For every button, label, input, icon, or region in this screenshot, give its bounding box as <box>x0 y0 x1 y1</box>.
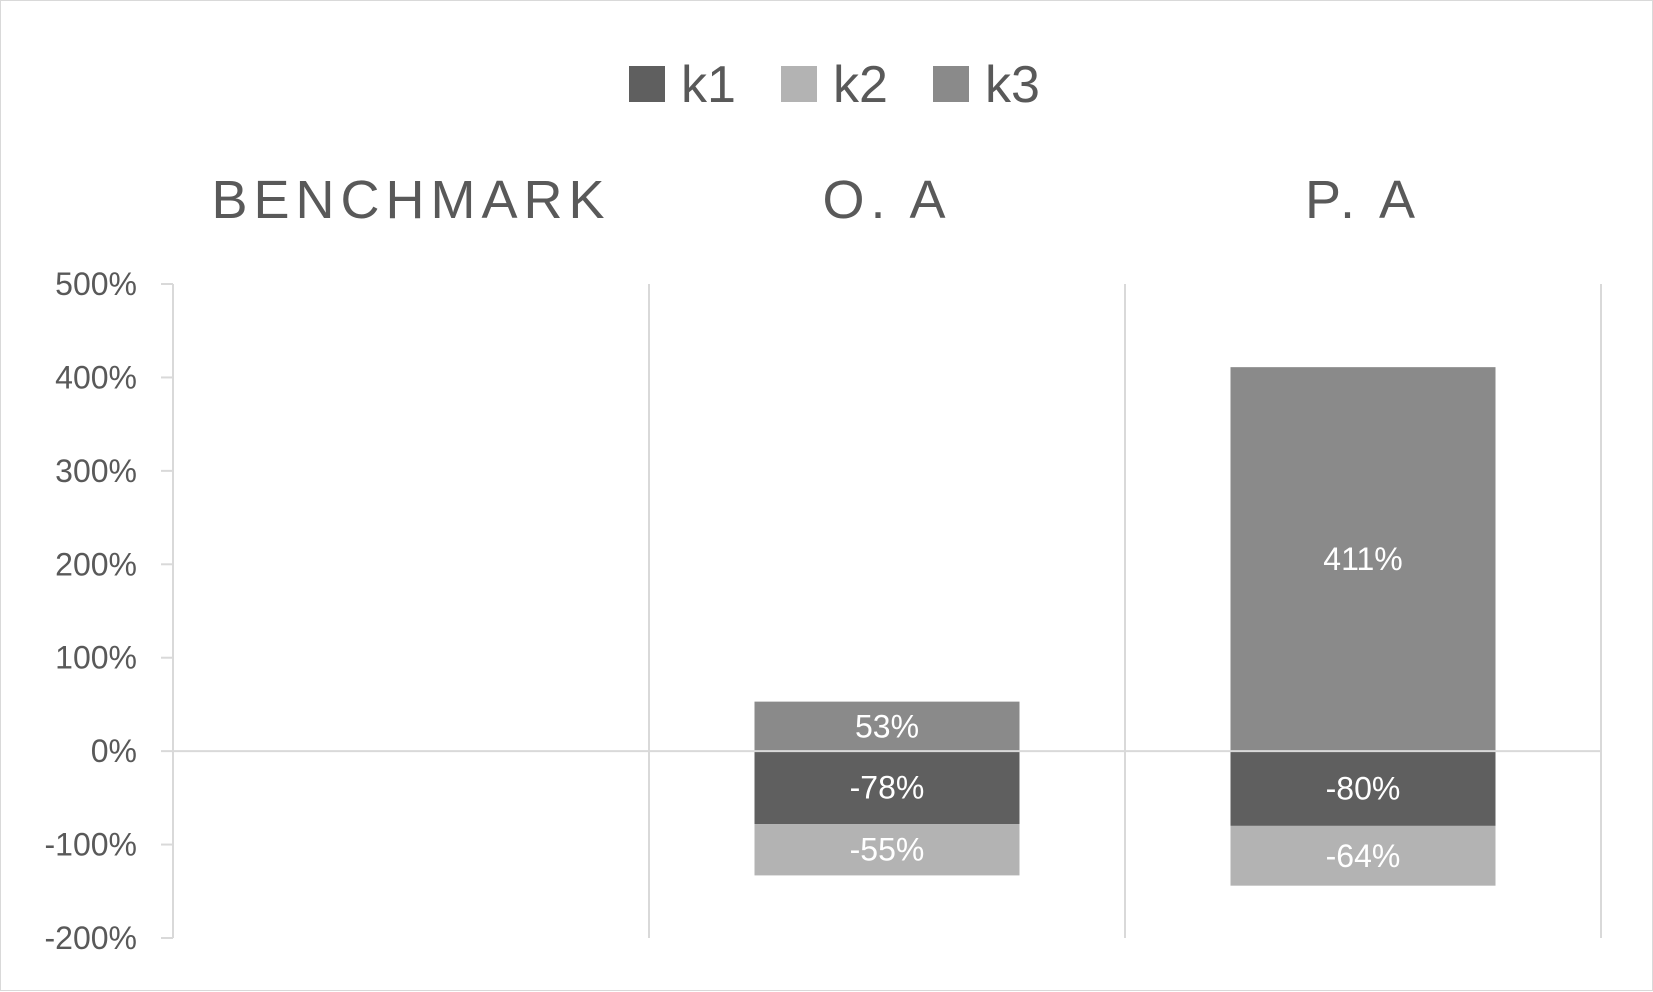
category-gridlines <box>648 284 1602 938</box>
data-label: -64% <box>1326 838 1401 874</box>
bar-segment-k2 <box>754 824 1020 876</box>
data-labels: -78% -55% 53% -80% -64% 411% <box>850 541 1403 874</box>
y-tick-label: -200% <box>45 920 138 956</box>
data-label: 53% <box>855 708 919 744</box>
bar-segment-k3 <box>1230 367 1496 752</box>
legend-swatch-k1 <box>629 66 665 102</box>
y-tick-label: 300% <box>55 453 137 489</box>
legend-swatch-k3 <box>933 66 969 102</box>
category-label: BENCHMARK <box>211 170 610 230</box>
y-tick-label: 200% <box>55 546 137 582</box>
y-tick-label: -100% <box>45 827 138 863</box>
data-label: -80% <box>1326 771 1401 807</box>
y-tick-label: 0% <box>91 733 137 769</box>
data-label: -55% <box>850 832 925 868</box>
bar-segment-k1 <box>1230 751 1496 826</box>
y-tick-label: 500% <box>55 266 137 302</box>
y-axis: 500% 400% 300% 200% 100% 0% -100% -200% <box>45 266 174 956</box>
y-tick-label: 100% <box>55 640 137 676</box>
legend-label-k2: k2 <box>833 56 888 114</box>
bar-segment-k1 <box>754 751 1020 825</box>
legend-label-k1: k1 <box>681 56 736 114</box>
category-labels: BENCHMARK O. A P. A <box>211 170 1421 230</box>
legend: k1 k2 k3 <box>629 56 1040 114</box>
legend-swatch-k2 <box>781 66 817 102</box>
data-label: -78% <box>850 770 925 806</box>
bar-segment-k3 <box>754 701 1020 752</box>
legend-label-k3: k3 <box>985 56 1040 114</box>
data-label: 411% <box>1323 541 1402 577</box>
category-label: P. A <box>1305 170 1421 230</box>
category-label: O. A <box>822 170 951 230</box>
bars <box>754 367 1496 886</box>
bar-segment-k2 <box>1230 825 1496 886</box>
y-tick-label: 400% <box>55 359 137 395</box>
